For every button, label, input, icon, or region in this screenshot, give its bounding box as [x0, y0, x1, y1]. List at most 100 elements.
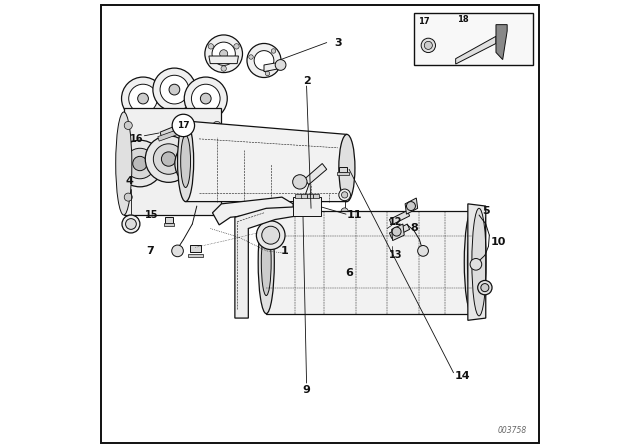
- Text: 7: 7: [146, 246, 154, 256]
- Polygon shape: [266, 211, 472, 314]
- Circle shape: [406, 202, 415, 211]
- Circle shape: [292, 175, 307, 189]
- Circle shape: [221, 66, 227, 71]
- Circle shape: [183, 148, 213, 179]
- Ellipse shape: [472, 208, 486, 316]
- Polygon shape: [389, 224, 410, 238]
- Circle shape: [220, 50, 228, 58]
- Circle shape: [122, 77, 164, 120]
- Text: 10: 10: [490, 237, 506, 247]
- Circle shape: [477, 280, 492, 295]
- Circle shape: [265, 71, 269, 76]
- Polygon shape: [405, 198, 418, 214]
- Circle shape: [145, 136, 192, 182]
- Text: 003758: 003758: [498, 426, 527, 435]
- Circle shape: [125, 219, 136, 229]
- Circle shape: [213, 121, 221, 129]
- Polygon shape: [496, 25, 507, 60]
- Circle shape: [297, 206, 306, 215]
- Polygon shape: [305, 164, 327, 185]
- Text: 9: 9: [303, 385, 310, 395]
- Circle shape: [275, 60, 286, 70]
- Circle shape: [138, 93, 148, 104]
- Circle shape: [160, 75, 189, 104]
- Polygon shape: [392, 224, 404, 241]
- Text: 11: 11: [347, 210, 362, 220]
- Circle shape: [153, 68, 196, 111]
- Polygon shape: [165, 217, 173, 223]
- Text: 15: 15: [145, 210, 159, 220]
- Text: 14: 14: [454, 371, 470, 381]
- Ellipse shape: [177, 121, 194, 202]
- Circle shape: [424, 41, 433, 49]
- Polygon shape: [302, 206, 311, 214]
- Ellipse shape: [467, 228, 477, 296]
- Polygon shape: [160, 126, 176, 137]
- Circle shape: [175, 140, 221, 187]
- Circle shape: [132, 156, 147, 171]
- Text: 8: 8: [410, 224, 418, 233]
- Circle shape: [116, 140, 163, 187]
- Ellipse shape: [261, 228, 271, 296]
- Polygon shape: [264, 62, 282, 72]
- Ellipse shape: [116, 112, 132, 215]
- Circle shape: [339, 189, 351, 201]
- Circle shape: [421, 38, 435, 52]
- Circle shape: [125, 148, 155, 179]
- Text: 1: 1: [280, 246, 288, 256]
- Circle shape: [481, 284, 489, 292]
- Circle shape: [129, 84, 157, 113]
- Polygon shape: [296, 194, 301, 198]
- Polygon shape: [309, 207, 317, 215]
- Circle shape: [247, 43, 281, 78]
- Polygon shape: [212, 197, 293, 225]
- Circle shape: [172, 114, 195, 137]
- Circle shape: [212, 42, 236, 65]
- Circle shape: [172, 245, 184, 257]
- Circle shape: [124, 121, 132, 129]
- Text: 5: 5: [482, 206, 490, 215]
- Polygon shape: [296, 200, 305, 208]
- Text: 17: 17: [177, 121, 189, 130]
- Circle shape: [342, 192, 348, 198]
- Polygon shape: [313, 194, 319, 198]
- Circle shape: [154, 144, 184, 174]
- Polygon shape: [190, 245, 202, 252]
- Polygon shape: [389, 211, 410, 225]
- Circle shape: [213, 193, 221, 201]
- Circle shape: [124, 193, 132, 201]
- Circle shape: [341, 208, 348, 215]
- Circle shape: [249, 55, 253, 59]
- Polygon shape: [309, 200, 317, 208]
- Text: 18: 18: [458, 15, 469, 24]
- Circle shape: [205, 35, 243, 73]
- Polygon shape: [302, 198, 311, 207]
- Circle shape: [271, 49, 276, 53]
- Circle shape: [184, 77, 227, 120]
- Ellipse shape: [257, 221, 285, 250]
- Circle shape: [191, 156, 205, 171]
- Text: 17: 17: [418, 17, 429, 26]
- Circle shape: [122, 215, 140, 233]
- Polygon shape: [468, 204, 486, 320]
- Ellipse shape: [180, 135, 191, 187]
- Polygon shape: [188, 254, 203, 257]
- Text: 4: 4: [125, 177, 134, 186]
- Circle shape: [161, 152, 176, 166]
- Text: 2: 2: [303, 76, 310, 86]
- Polygon shape: [339, 167, 347, 172]
- Ellipse shape: [262, 226, 280, 244]
- Ellipse shape: [258, 211, 275, 314]
- Text: 16: 16: [129, 134, 143, 144]
- Polygon shape: [235, 206, 316, 318]
- Circle shape: [191, 84, 220, 113]
- Polygon shape: [456, 36, 496, 64]
- Polygon shape: [164, 223, 174, 226]
- Text: 12: 12: [389, 217, 403, 227]
- Polygon shape: [186, 121, 347, 202]
- Ellipse shape: [339, 134, 355, 202]
- Circle shape: [254, 51, 274, 70]
- Circle shape: [200, 93, 211, 104]
- Polygon shape: [124, 108, 221, 215]
- Polygon shape: [158, 130, 178, 141]
